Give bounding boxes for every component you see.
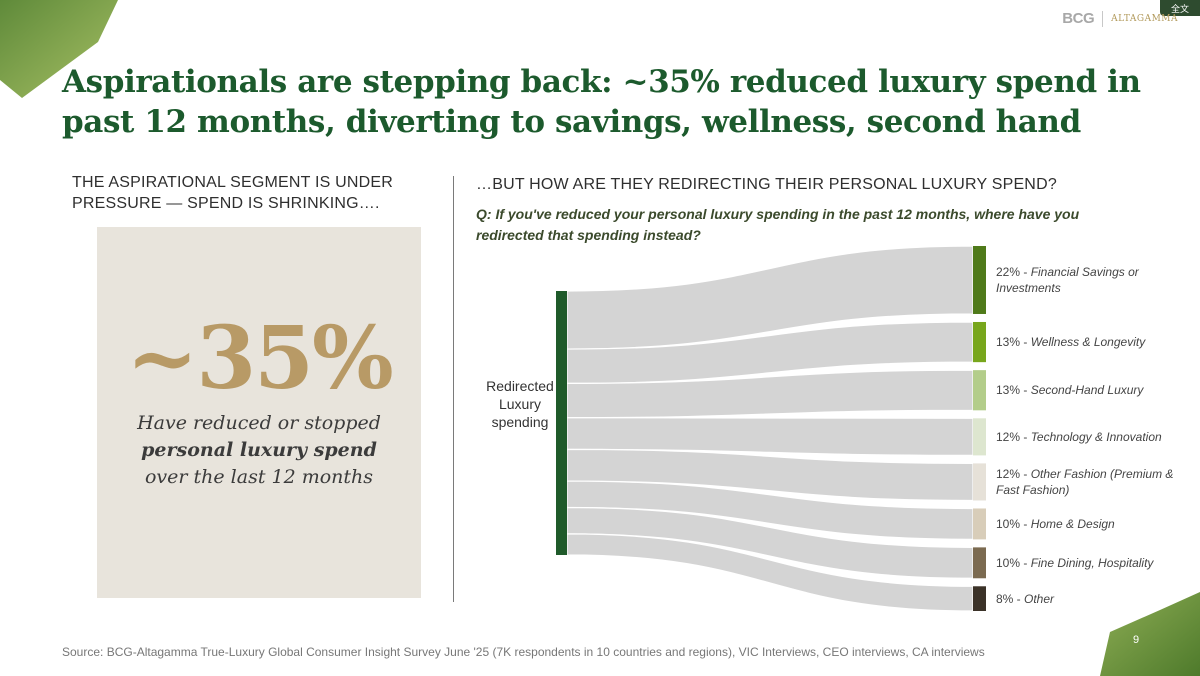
sankey-target-label: 12% - Technology & Innovation — [996, 429, 1176, 445]
sankey-chart — [556, 245, 986, 612]
sankey-target-label: 8% - Other — [996, 591, 1176, 607]
caption-text-1: Have reduced or stopped — [137, 412, 381, 434]
sankey-target-label: 10% - Home & Design — [996, 516, 1176, 532]
sankey-target-label: 13% - Wellness & Longevity — [996, 334, 1176, 350]
bcg-logo: BCG — [1062, 10, 1095, 27]
vertical-divider — [453, 176, 454, 602]
target-percent: 13% - — [996, 335, 1031, 350]
sankey-flow — [566, 506, 974, 579]
sankey-target-node — [973, 586, 986, 611]
target-name: Financial Savings or Investments — [996, 264, 1139, 295]
sankey-flow — [566, 245, 974, 350]
fulltext-label: 全文 — [1170, 3, 1189, 14]
altagamma-logo: ALTAGAMMA — [1111, 13, 1178, 24]
target-name: Fine Dining, Hospitality — [1030, 555, 1154, 570]
sankey-flow — [566, 448, 974, 502]
target-percent: 22% - — [996, 264, 1031, 279]
sankey-source-label: Redirected Luxury spending — [486, 378, 554, 430]
stat-card — [97, 227, 421, 598]
sankey-target-node — [973, 508, 986, 540]
sankey-target-label: 13% - Second-Hand Luxury — [996, 382, 1176, 398]
target-name: Second-Hand Luxury — [1030, 383, 1144, 398]
sankey-target-node — [973, 418, 986, 456]
sankey-target-label: 10% - Fine Dining, Hospitality — [996, 555, 1176, 571]
big-stat-value: ~35% — [126, 308, 393, 409]
logo-separator — [1102, 10, 1104, 27]
survey-question: Q: If you've reduced your personal luxur… — [476, 206, 1080, 243]
fulltext-button[interactable]: 全文 — [1160, 0, 1200, 16]
target-percent: 13% - — [996, 383, 1031, 398]
target-name: Other — [1024, 591, 1055, 606]
sankey-target-node — [973, 370, 986, 411]
target-percent: 10% - — [996, 516, 1031, 531]
leaf-decoration-bottom-right — [1100, 592, 1200, 676]
target-percent: 10% - — [996, 555, 1031, 570]
sankey-source-node — [556, 291, 567, 555]
source-footnote: Source: BCG-Altagamma True-Luxury Global… — [62, 645, 985, 659]
target-percent: 8% - — [996, 591, 1025, 606]
sankey-flow — [566, 369, 974, 419]
left-section-heading: THE ASPIRATIONAL SEGMENT IS UNDER PRESSU… — [72, 174, 394, 212]
target-name: Technology & Innovation — [1030, 429, 1162, 444]
right-section-heading: …BUT HOW ARE THEY REDIRECTING THEIR PERS… — [476, 176, 1057, 193]
brand-logos: BCG ALTAGAMMA — [1062, 10, 1178, 27]
sankey-target-node — [973, 547, 986, 579]
page-number: 9 — [1133, 634, 1140, 646]
target-percent: 12% - — [996, 429, 1031, 444]
target-name: Wellness & Longevity — [1030, 335, 1146, 350]
sankey-target-label: 12% - Other Fashion (Premium & Fast Fash… — [996, 466, 1176, 498]
stat-caption: Have reduced or stopped personal luxury … — [130, 410, 388, 491]
caption-text-2: over the last 12 months — [144, 466, 374, 488]
sankey-target-label: 22% - Financial Savings or Investments — [996, 264, 1176, 296]
caption-bold: personal luxury spend — [141, 439, 377, 461]
sankey-target-node — [973, 463, 986, 501]
slide-title: Aspirationals are stepping back: ~35% re… — [62, 64, 1141, 140]
sankey-target-node — [973, 246, 986, 314]
target-name: Other Fashion (Premium & Fast Fashion) — [996, 466, 1174, 497]
target-percent: 12% - — [996, 466, 1031, 481]
leaf-decoration-top-left — [0, 0, 118, 98]
target-name: Home & Design — [1030, 516, 1115, 531]
sankey-target-node — [973, 321, 986, 363]
